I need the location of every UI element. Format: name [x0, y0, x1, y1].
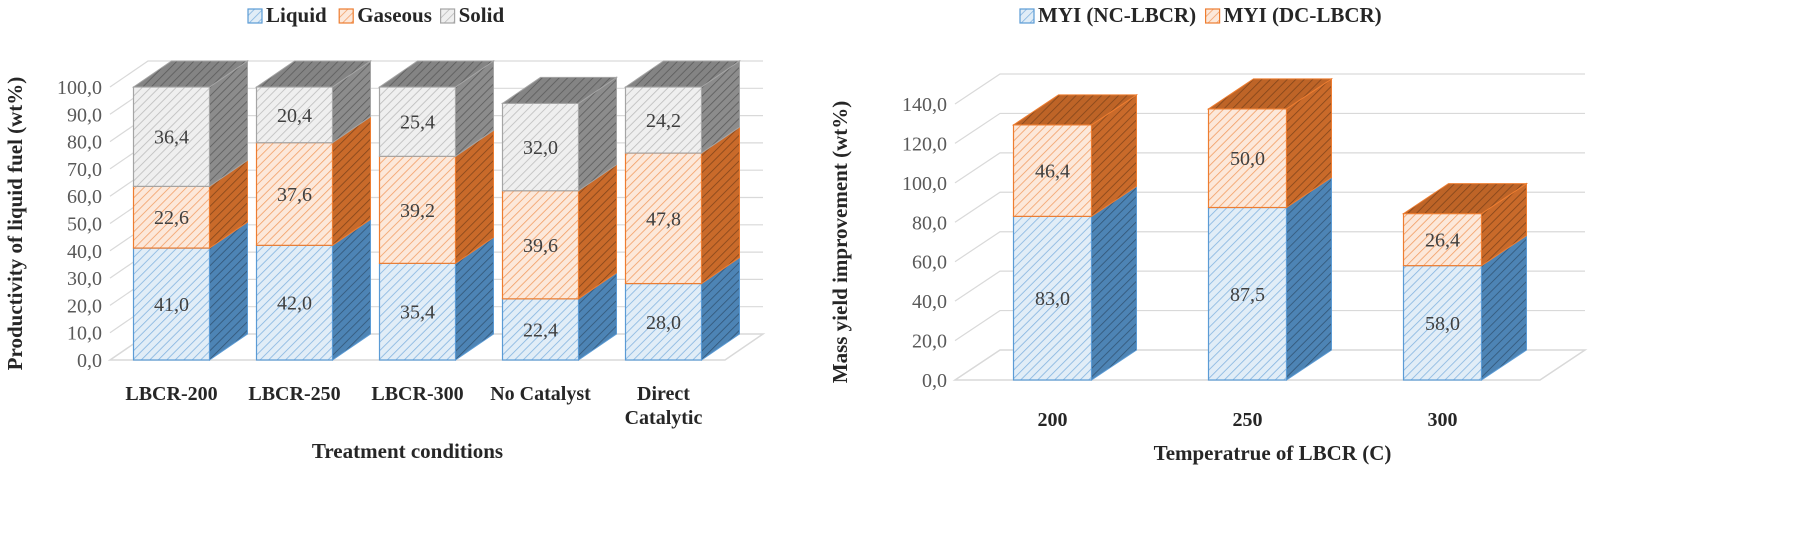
bar-top [1011, 94, 1139, 126]
bar-front-gaseous [501, 190, 580, 300]
y-tick-label: 40,0 [67, 241, 102, 263]
data-label: 37,6 [277, 184, 312, 206]
bar-front-solid [255, 86, 334, 144]
y-tick-label: 60,0 [67, 186, 102, 208]
x-axis-title: Temperatrue of LBCR (C) [1154, 441, 1392, 465]
bar-side [701, 126, 740, 285]
y-tick-label: 100,0 [902, 173, 947, 195]
legend-label: Solid [459, 3, 505, 27]
bar-front-liquid [132, 247, 211, 361]
chart-mass-yield: 0,0 20,0 40,0 60,0 80,0 100,0 120,0 140,0 83,0 46… [828, 3, 1588, 465]
legend-label: Liquid [266, 3, 327, 27]
bar-top [377, 60, 496, 88]
bar-top [254, 60, 373, 88]
legend-label: MYI (DC-LBCR) [1224, 3, 1382, 27]
legend-label: Gaseous [357, 3, 432, 27]
legend-swatch [338, 8, 354, 24]
bar-front-gaseous [378, 155, 457, 264]
gridline [954, 309, 1585, 342]
data-label: 42,0 [277, 293, 312, 315]
data-label: 39,6 [523, 235, 558, 257]
chart-productivity: 0,0 10,0 20,0 30,0 40,0 50,0 60,0 70,0 80,0 90,0 1… [3, 3, 766, 463]
data-label: 24,2 [646, 110, 681, 132]
y-tick-label: 80,0 [912, 212, 947, 234]
y-axis-title: Productivity of liquid fuel (wt%) [3, 77, 27, 371]
bar-front-myi-dc-lbcr- [1207, 108, 1288, 209]
bar-front-myi-nc-lbcr- [1207, 206, 1288, 381]
gridline [954, 152, 1585, 184]
data-label: 83,0 [1035, 288, 1070, 310]
gridline [954, 270, 1585, 302]
x-category-label: 300 [1428, 409, 1458, 431]
bar-top [500, 76, 619, 104]
bar-side [1286, 176, 1332, 381]
bar-front-liquid [255, 244, 334, 361]
gridline [954, 73, 1585, 105]
bar-front-gaseous [624, 152, 703, 285]
x-category-label: LBCR-250 [248, 383, 340, 405]
data-label: 26,4 [1425, 230, 1460, 252]
gridline [954, 231, 1585, 263]
bar-front-liquid [378, 262, 457, 361]
legend-label: MYI (NC-LBCR) [1038, 3, 1196, 27]
bar-front-solid [501, 102, 580, 192]
y-tick-label: 0,0 [77, 350, 102, 372]
gridline [954, 191, 1585, 223]
data-label: 41,0 [154, 294, 189, 316]
y-axis-title: Mass yield improvement (wt%) [828, 101, 852, 384]
y-tick-label: 90,0 [67, 104, 102, 126]
legend-swatch [1204, 8, 1221, 24]
bar-top [1206, 78, 1334, 110]
x-category-label: LBCR-200 [125, 383, 217, 405]
y-tick-label: 50,0 [67, 214, 102, 236]
data-label: 46,4 [1035, 161, 1070, 183]
y-tick-label: 40,0 [912, 291, 947, 313]
data-label: 22,4 [523, 319, 558, 341]
data-label: 50,0 [1230, 148, 1265, 170]
bar-top [131, 60, 250, 88]
x-category-label: LBCR-300 [371, 383, 463, 405]
x-category-label: Direct [637, 383, 690, 405]
y-tick-label: 0,0 [922, 370, 947, 392]
bar-top [623, 60, 742, 88]
data-label: 35,4 [400, 302, 435, 324]
y-tick-label: 60,0 [912, 252, 947, 274]
y-tick-label: 100,0 [57, 77, 102, 99]
x-axis-title: Treatment conditions [312, 439, 503, 463]
y-tick-label: 120,0 [902, 133, 947, 155]
data-label: 36,4 [154, 127, 189, 149]
bar-top [1401, 183, 1529, 215]
y-tick-label: 20,0 [67, 295, 102, 317]
data-label: 25,4 [400, 112, 435, 134]
legend-swatch [1019, 8, 1035, 24]
legend-swatch [247, 8, 263, 24]
legend-swatch [440, 8, 456, 24]
x-category-label: No Catalyst [490, 383, 591, 405]
x-category-label: 250 [1233, 409, 1263, 431]
y-tick-label: 70,0 [67, 159, 102, 181]
gridline [954, 112, 1585, 144]
data-label: 22,6 [154, 207, 189, 229]
data-label: 20,4 [277, 105, 312, 127]
data-label: 39,2 [400, 200, 435, 222]
gridline [109, 60, 763, 88]
x-category-label: 200 [1038, 409, 1068, 431]
bar-side [1091, 185, 1137, 381]
bar-front-myi-nc-lbcr- [1012, 215, 1093, 381]
bar-front-solid [378, 86, 457, 157]
data-label: 47,8 [646, 208, 681, 230]
y-tick-label: 140,0 [902, 94, 947, 116]
data-label: 58,0 [1425, 313, 1460, 335]
y-tick-label: 20,0 [912, 331, 947, 353]
y-tick-label: 80,0 [67, 132, 102, 154]
data-label: 32,0 [523, 137, 558, 159]
data-label: 28,0 [646, 312, 681, 334]
y-tick-label: 10,0 [67, 323, 102, 345]
x-category-label: Catalytic [625, 407, 703, 429]
y-tick-label: 30,0 [67, 268, 102, 290]
data-label: 87,5 [1230, 284, 1265, 306]
